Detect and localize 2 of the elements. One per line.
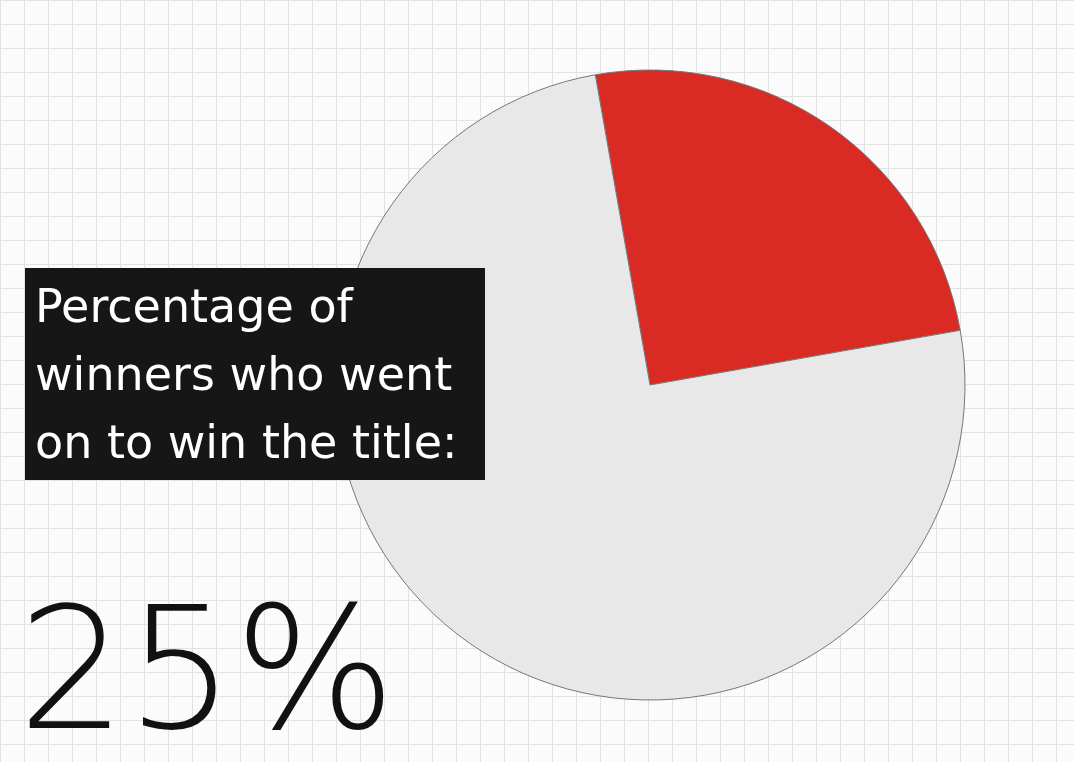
text: 25%: [18, 570, 396, 762]
text: Percentage of winners who went on to win the title:: [35, 279, 467, 469]
